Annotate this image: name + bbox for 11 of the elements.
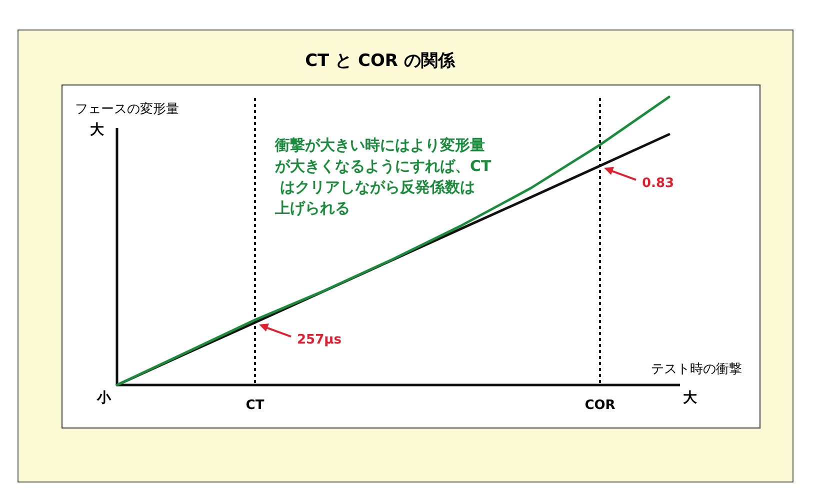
x-axis-title: テスト時の衝撃 [651,362,742,377]
annotation: 衝撃が大きい時にはより変形量が大きくなるようにすれば、CT はクリアしながら反発係数は上げられる [274,136,492,217]
annotation: 0.83 [642,176,674,191]
y-axis-title: フェースの変形量 [75,101,179,117]
text: 小 [96,390,112,406]
x-tick-label: CT [246,398,264,413]
x-tick-label: COR [584,398,616,413]
chart-title: CT と COR の関係 [305,51,456,71]
annotation: 257μs [297,332,342,348]
text: 大 [683,390,698,406]
text: 大 [90,122,105,138]
